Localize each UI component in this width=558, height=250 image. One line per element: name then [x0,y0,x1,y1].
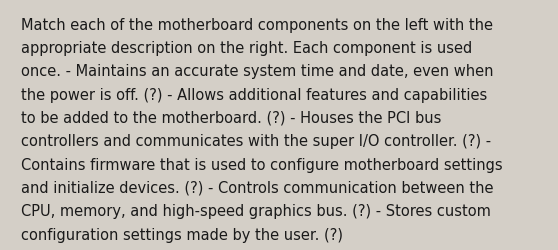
Text: once. - Maintains an accurate system time and date, even when: once. - Maintains an accurate system tim… [21,64,494,79]
Text: Match each of the motherboard components on the left with the: Match each of the motherboard components… [21,18,493,32]
Text: the power is off. (?) - Allows additional features and capabilities: the power is off. (?) - Allows additiona… [21,87,488,102]
Text: configuration settings made by the user. (?): configuration settings made by the user.… [21,227,343,242]
Text: to be added to the motherboard. (?) - Houses the PCI bus: to be added to the motherboard. (?) - Ho… [21,110,441,126]
Text: controllers and communicates with the super I/O controller. (?) -: controllers and communicates with the su… [21,134,492,149]
Text: and initialize devices. (?) - Controls communication between the: and initialize devices. (?) - Controls c… [21,180,494,195]
Text: appropriate description on the right. Each component is used: appropriate description on the right. Ea… [21,41,473,56]
Text: CPU, memory, and high-speed graphics bus. (?) - Stores custom: CPU, memory, and high-speed graphics bus… [21,204,491,218]
Text: Contains firmware that is used to configure motherboard settings: Contains firmware that is used to config… [21,157,503,172]
